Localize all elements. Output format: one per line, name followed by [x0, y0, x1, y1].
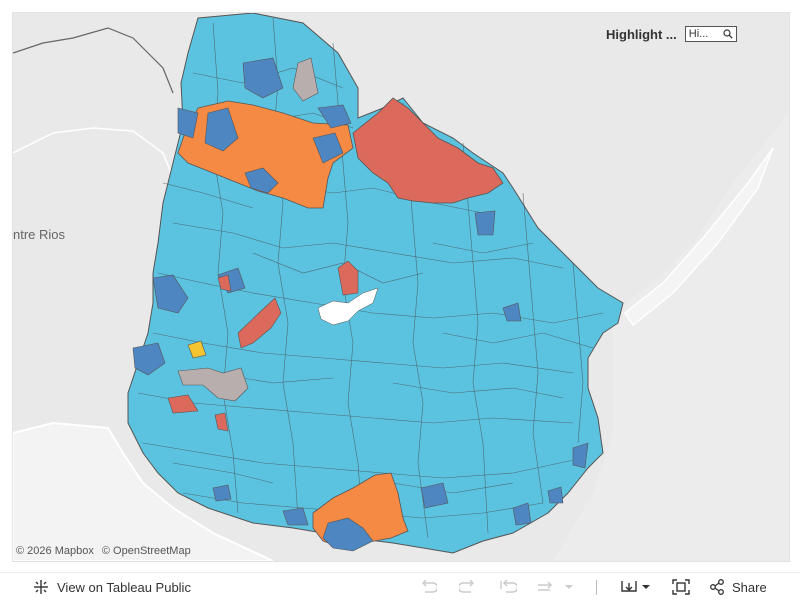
region-label: ntre Rios [13, 227, 66, 242]
river-estuary [13, 421, 274, 561]
region-yellow[interactable] [187, 340, 207, 359]
fullscreen-icon [672, 579, 690, 595]
osm-attribution[interactable]: © OpenStreetMap [101, 545, 191, 557]
region-blue-inner[interactable] [244, 167, 279, 194]
region-blue-east2[interactable] [502, 302, 522, 322]
toolbar-divider [596, 580, 597, 595]
lagoon [623, 147, 774, 327]
region-blue-nw1[interactable] [204, 107, 239, 152]
region-blue-north[interactable] [242, 57, 284, 99]
region-gray-north[interactable] [292, 57, 319, 102]
choropleth-map[interactable]: ntre Rios [13, 13, 789, 561]
map-view[interactable]: ntre Rios [12, 12, 790, 562]
highlight-input-value: Hi... [688, 28, 709, 40]
region-blue-southeast2[interactable] [512, 502, 532, 526]
mapbox-attribution[interactable]: © 2026 Mapbox [16, 545, 94, 557]
highlight-input[interactable]: Hi... [684, 26, 737, 42]
region-red-west1[interactable] [217, 274, 232, 292]
fullscreen-button[interactable] [672, 579, 690, 595]
revert-button[interactable] [499, 579, 517, 595]
redo-icon [459, 579, 475, 593]
highlight-label: Highlight ... [606, 26, 677, 42]
view-on-tableau-label: View on Tableau Public [57, 579, 191, 595]
reservoir [317, 287, 379, 326]
region-gray-west[interactable] [177, 367, 249, 402]
download-icon [621, 581, 650, 592]
border-line [13, 27, 174, 94]
undo-icon [421, 579, 437, 593]
bottom-toolbar: View on Tableau Public [0, 572, 800, 601]
river-line [13, 127, 174, 179]
region-blue-nw2[interactable] [177, 107, 199, 139]
share-icon [710, 579, 724, 595]
highlight-control: Highlight ... Hi... [606, 25, 737, 43]
region-blue-southeast3[interactable] [547, 486, 564, 504]
region-blue-south2[interactable] [282, 507, 309, 526]
tableau-logo-icon [34, 580, 48, 594]
region-blue-montevideo[interactable] [322, 517, 374, 552]
district-borders [137, 17, 604, 539]
region-red-west2[interactable] [167, 394, 199, 414]
region-blue-west3[interactable] [132, 342, 166, 376]
region-blue-east[interactable] [474, 210, 496, 236]
refresh-icon [538, 581, 573, 591]
region-red-northeast[interactable] [352, 97, 504, 204]
region-red-central-west[interactable] [237, 297, 282, 349]
share-label: Share [732, 579, 767, 595]
region-blue-ne1[interactable] [317, 104, 352, 129]
region-blue-southeast1[interactable] [572, 442, 589, 469]
region-blue-south3[interactable] [212, 484, 232, 502]
redo-button[interactable] [459, 579, 477, 595]
revert-icon [500, 579, 517, 593]
undo-button[interactable] [419, 579, 437, 595]
chevron-down-icon [565, 585, 573, 589]
search-icon[interactable] [723, 29, 733, 39]
region-blue-ne2[interactable] [312, 132, 344, 164]
region-blue-south1[interactable] [420, 482, 449, 509]
view-on-tableau-public[interactable]: View on Tableau Public [33, 579, 191, 595]
region-red-west3[interactable] [214, 412, 229, 432]
share-button[interactable]: Share [709, 579, 767, 595]
refresh-button[interactable] [536, 579, 574, 595]
download-button[interactable] [621, 579, 651, 595]
region-blue-west1[interactable] [152, 274, 189, 314]
attribution: © 2026 Mapbox © OpenStreetMap [16, 545, 196, 557]
region-red-central[interactable] [337, 260, 359, 296]
